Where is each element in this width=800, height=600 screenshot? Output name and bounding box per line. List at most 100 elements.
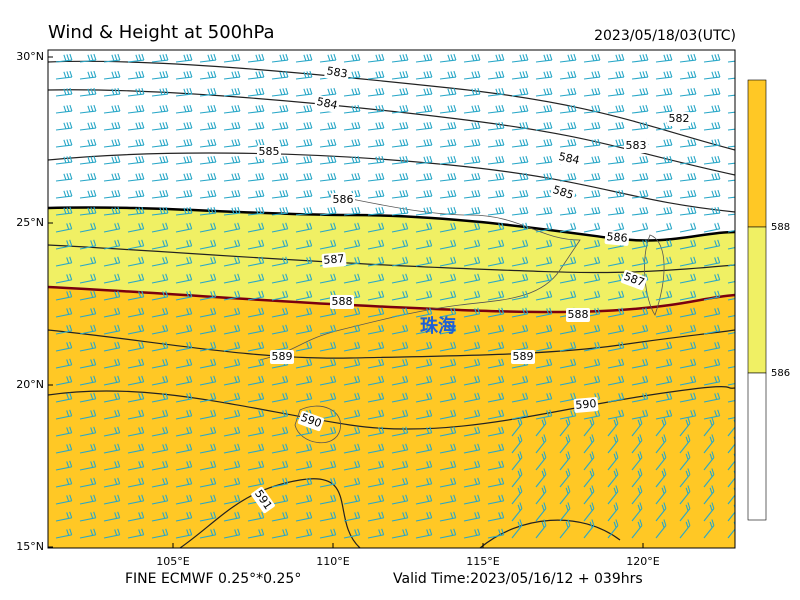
- wind-barb: [511, 485, 523, 505]
- wind-barb: [223, 528, 241, 539]
- wind-barb: [223, 324, 241, 335]
- wind-barb: [247, 256, 265, 267]
- wind-barb: [583, 409, 601, 420]
- wind-barb: [655, 375, 673, 386]
- wind-barb: [175, 53, 193, 63]
- wind-barb: [175, 172, 193, 182]
- wind-barb: [583, 341, 601, 352]
- wind-barb: [391, 53, 409, 63]
- wind-barb: [103, 53, 121, 63]
- wind-barb: [607, 172, 625, 182]
- wind-barb: [679, 273, 697, 284]
- wind-barb: [151, 528, 169, 539]
- wind-barb: [631, 519, 643, 539]
- wind-barb: [631, 121, 649, 131]
- wind-barb: [79, 206, 97, 216]
- contour-label: 584: [314, 95, 340, 113]
- wind-barb: [223, 70, 241, 80]
- wind-barb: [463, 358, 481, 369]
- wind-barb: [295, 104, 313, 114]
- wind-barb: [295, 121, 313, 131]
- wind-barb: [55, 324, 73, 335]
- wind-barb: [319, 477, 337, 488]
- wind-barb: [487, 528, 505, 539]
- wind-barb: [463, 121, 481, 131]
- wind-barb: [247, 104, 265, 114]
- wind-barb: [463, 511, 481, 522]
- wind-barb: [151, 477, 169, 488]
- wind-barb: [439, 443, 457, 454]
- wind-barb: [271, 256, 289, 267]
- wind-barb: [679, 206, 697, 216]
- wind-barb: [127, 409, 145, 420]
- wind-barb: [415, 121, 433, 131]
- wind-barb: [583, 451, 595, 471]
- wind-barb: [607, 468, 619, 488]
- wind-barb: [223, 206, 241, 216]
- wind-barb: [655, 138, 673, 148]
- wind-barb: [79, 290, 97, 301]
- wind-barb: [727, 281, 735, 284]
- wind-barb: [199, 375, 217, 386]
- wind-barb: [271, 206, 289, 216]
- wind-barb: [727, 247, 735, 250]
- wind-barb: [487, 70, 505, 80]
- wind-barb: [199, 409, 217, 420]
- wind-barb: [151, 307, 169, 318]
- wind-barb: [127, 307, 145, 318]
- wind-barb: [271, 392, 289, 403]
- wind-barb: [655, 502, 667, 522]
- wind-barb: [511, 519, 523, 539]
- wind-barb: [655, 239, 673, 250]
- wind-barb: [223, 426, 241, 437]
- wind-barb: [223, 375, 241, 386]
- wind-barb: [343, 443, 361, 454]
- wind-barb: [295, 358, 313, 369]
- wind-barb: [439, 477, 457, 488]
- wind-barb: [487, 273, 505, 284]
- contour-value: 586: [333, 193, 354, 206]
- contour-label: 590: [297, 411, 325, 432]
- wind-barb: [79, 172, 97, 182]
- wind-barb: [223, 358, 241, 369]
- wind-barb: [343, 222, 361, 233]
- wind-barb: [271, 53, 289, 63]
- wind-barb: [415, 104, 433, 114]
- wind-barb: [223, 53, 241, 63]
- contour-label-bg: [667, 112, 691, 126]
- wind-barb: [199, 239, 217, 250]
- wind-barb: [679, 375, 697, 386]
- wind-barb: [151, 341, 169, 352]
- wind-barb: [319, 494, 337, 505]
- wind-barb: [727, 315, 735, 318]
- wind-barb: [343, 341, 361, 352]
- wind-barb: [103, 104, 121, 114]
- contour-label: 588: [566, 308, 590, 322]
- wind-barb: [463, 70, 481, 80]
- wind-barb: [247, 222, 265, 233]
- wind-barb: [583, 485, 595, 505]
- wind-barb: [295, 172, 313, 182]
- wind-barb: [487, 87, 505, 97]
- wind-barb: [391, 494, 409, 505]
- wind-barb: [391, 477, 409, 488]
- wind-barb: [223, 138, 241, 148]
- wind-barb: [559, 222, 577, 233]
- wind-barb: [295, 206, 313, 216]
- wind-barb: [223, 409, 241, 420]
- wind-barb: [607, 53, 625, 63]
- wind-barb: [535, 409, 553, 420]
- wind-barb: [439, 426, 457, 437]
- wind-barb: [511, 409, 529, 420]
- wind-barb: [559, 417, 571, 437]
- wind-barb: [55, 273, 73, 284]
- wind-barb: [271, 273, 289, 284]
- wind-barb: [535, 239, 553, 250]
- wind-barb: [319, 87, 337, 97]
- wind-barb: [511, 468, 523, 488]
- wind-barb: [511, 324, 529, 335]
- wind-barb: [655, 434, 667, 454]
- wind-barb: [55, 189, 73, 199]
- wind-barb: [631, 341, 649, 352]
- wind-barb: [151, 206, 169, 216]
